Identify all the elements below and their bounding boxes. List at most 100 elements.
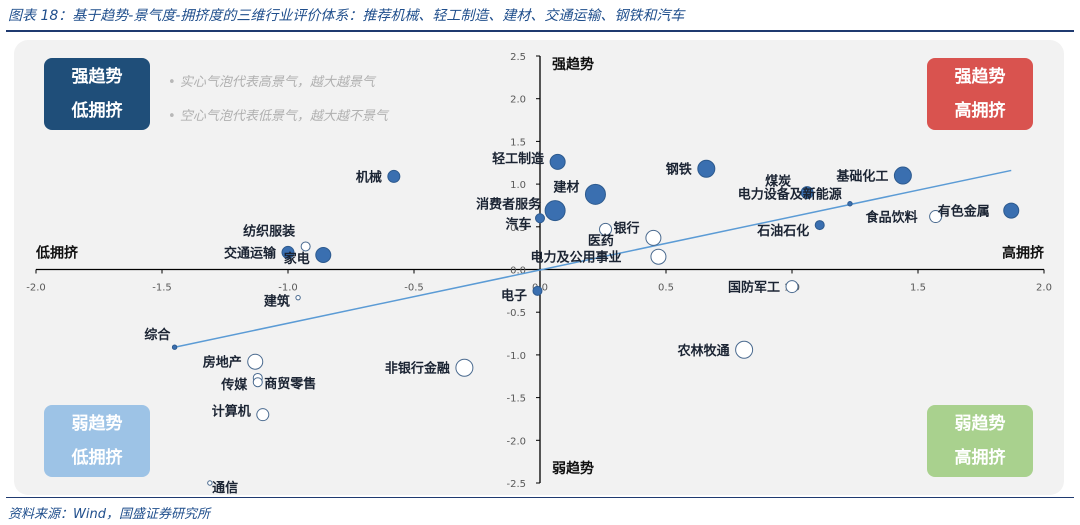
bubble-point: [584, 183, 606, 205]
x-tick-label: 0.5: [658, 283, 674, 294]
y-tick-label: 2.0: [510, 95, 526, 106]
footer-divider: [6, 497, 1074, 498]
quadrant-box-top-right: 强趋势 高拥挤: [927, 58, 1033, 130]
bubble-point: [544, 200, 566, 222]
bubble-point: [315, 246, 332, 263]
quadrant-box-top-left: 强趋势 低拥挤: [44, 58, 150, 130]
quadrant-top-right-line1: 强趋势: [954, 67, 1006, 87]
y-tick-label: -0.5: [506, 308, 526, 319]
legend-note-hollow: 空心气泡代表低景气，越大越不景气: [168, 105, 388, 124]
title-divider: [6, 30, 1074, 32]
bubble-point: [1003, 202, 1020, 219]
quadrant-box-bottom-left: 弱趋势 低拥挤: [44, 405, 150, 477]
point-label: 有色金属: [938, 204, 990, 220]
bubble-point: [735, 340, 754, 359]
point-label: 电子: [501, 288, 527, 304]
x-tick-label: -2.0: [26, 283, 46, 294]
trend-line: [174, 169, 1012, 348]
bubble-point: [256, 408, 270, 422]
bubble-point: [295, 294, 301, 301]
y-tick-label: 0.0: [510, 266, 526, 277]
bubble-point: [599, 222, 613, 236]
chart-area: -2.0 -1.5 -1.0 -0.5 0.0 0.5 1.0 1.5 2.0 2.5 2.0 1.5…: [14, 40, 1064, 495]
point-label: 计算机: [212, 404, 251, 420]
point-label: 综合: [144, 327, 171, 343]
bubble-point: [847, 201, 853, 207]
point-label: 煤炭: [765, 174, 791, 190]
source-note: 资料来源：Wind，国盛证券研究所: [8, 507, 210, 522]
bubble-point: [893, 166, 912, 185]
y-tick-label: 1.0: [510, 180, 526, 191]
legend-note-solid: 实心气泡代表高景气，越大越景气: [168, 71, 375, 90]
bubble-point: [387, 169, 401, 183]
y-tick-label: 2.5: [510, 52, 526, 63]
quadrant-bottom-right-line2: 高拥挤: [954, 448, 1006, 468]
point-label: 通信: [212, 480, 238, 495]
quadrant-bottom-left-line2: 低拥挤: [71, 448, 123, 468]
axis-label-left: 低拥挤: [35, 245, 79, 262]
bubble-point: [247, 353, 264, 370]
point-label: 房地产: [203, 355, 242, 371]
point-label: 钢铁: [666, 162, 692, 178]
point-label: 石油石化: [756, 223, 809, 239]
y-tick-label: -2.0: [506, 436, 526, 447]
point-label: 食品饮料: [866, 210, 918, 226]
point-label: 建材: [553, 179, 579, 195]
x-tick-label: -0.5: [404, 283, 424, 294]
quadrant-top-left-line1: 强趋势: [71, 67, 123, 87]
bubble-point: [252, 377, 263, 388]
point-label: 商贸零售: [264, 376, 316, 392]
quadrant-box-bottom-right: 弱趋势 高拥挤: [927, 405, 1033, 477]
bubble-point: [814, 220, 825, 231]
y-tick-label: -1.0: [506, 351, 526, 362]
quadrant-top-left-line2: 低拥挤: [71, 101, 123, 121]
bubble-point: [300, 241, 311, 252]
point-label: 消费者服务: [476, 197, 542, 213]
quadrant-top-right-line2: 高拥挤: [954, 101, 1006, 121]
point-label: 医药: [588, 233, 614, 249]
point-label: 建筑: [264, 294, 290, 310]
x-tick-label: 2.0: [1036, 283, 1052, 294]
point-label: 交通运输: [224, 245, 277, 261]
point-label: 机械: [356, 169, 382, 185]
y-tick-label: -1.5: [506, 394, 526, 405]
point-label: 农林牧通: [677, 343, 730, 359]
page-title: 图表 18：基于趋势-景气度-拥挤度的三维行业评价体系：推荐机械、轻工制造、建材…: [8, 8, 685, 24]
point-label: 纺织服装: [243, 223, 295, 239]
point-label: 传媒: [220, 377, 248, 393]
bubble-point: [800, 186, 814, 200]
point-label: 电力设备及新能源: [738, 187, 842, 203]
bubble-point: [455, 358, 474, 377]
scatter-plot: -2.0 -1.5 -1.0 -0.5 0.0 0.5 1.0 1.5 2.0 2.5 2.0 1.5…: [26, 52, 1052, 495]
point-label: 汽车: [505, 216, 531, 232]
bubble-point: [785, 280, 799, 294]
bubble-point: [929, 210, 943, 224]
x-tick-label: -1.0: [278, 283, 298, 294]
point-label: 轻工制造: [492, 151, 545, 167]
point-label: 非银行金融: [385, 361, 450, 377]
quadrant-bottom-left-line1: 弱趋势: [71, 414, 123, 434]
point-label: 电力及公用事业: [530, 250, 621, 266]
bubble-point: [207, 480, 213, 486]
axis-label-bottom: 弱趋势: [552, 460, 594, 477]
x-tick-label: -1.5: [152, 283, 172, 294]
axis-label-top: 强趋势: [552, 56, 594, 73]
y-tick-label: 1.5: [510, 137, 526, 148]
bubble-point: [645, 229, 662, 246]
x-tick-label: 1.5: [910, 283, 926, 294]
y-tick-label: -2.5: [506, 479, 526, 490]
bubble-point: [532, 285, 543, 296]
bubble-point: [549, 153, 566, 170]
axis-label-right: 高拥挤: [1002, 245, 1045, 262]
bubble-point: [171, 344, 178, 350]
quadrant-bottom-right-line1: 弱趋势: [954, 414, 1006, 434]
point-label: 基础化工: [835, 169, 888, 185]
point-label: 银行: [614, 220, 640, 236]
point-label: 国防军工: [728, 280, 780, 296]
point-label: 家电: [284, 251, 310, 267]
bubble-point: [697, 159, 716, 178]
y-tick-label: 0.5: [510, 223, 526, 234]
bubble-point: [650, 248, 667, 265]
bubble-point: [535, 213, 545, 224]
bubble-point: [281, 245, 295, 259]
